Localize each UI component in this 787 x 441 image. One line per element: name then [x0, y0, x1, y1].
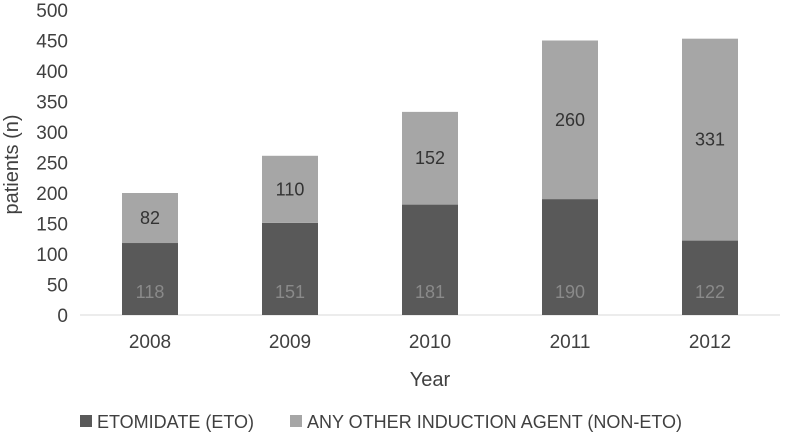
bar-segment-non-eto	[402, 111, 458, 205]
x-tick-label: 2008	[129, 332, 171, 353]
y-tick-label: 500	[36, 1, 68, 22]
data-label: 260	[555, 110, 585, 130]
y-tick-label: 250	[36, 154, 68, 175]
bar-segment-eto	[402, 204, 458, 315]
y-axis-ticks: 0 50 100 150 200 250 300 350 400 450 500	[36, 1, 68, 327]
legend-label: ETOMIDATE (ETO)	[97, 412, 254, 432]
legend-swatch	[80, 415, 92, 427]
bar-segment-non-eto	[682, 38, 738, 241]
y-tick-label: 150	[36, 215, 68, 236]
y-axis-title: patients (n)	[1, 114, 23, 214]
x-tick-label: 2011	[550, 332, 591, 353]
data-label: 151	[275, 282, 305, 302]
x-axis-ticks: 2008 2009 2010 2011 2012	[129, 332, 731, 353]
bar-segment-eto	[542, 199, 598, 315]
bar-segment-eto	[682, 240, 738, 315]
y-tick-label: 200	[36, 184, 68, 205]
legend-label: ANY OTHER INDUCTION AGENT (NON-ETO)	[307, 412, 682, 432]
legend-swatch	[290, 415, 302, 427]
y-tick-label: 400	[36, 62, 68, 83]
data-label: 110	[276, 179, 305, 199]
x-tick-label: 2009	[269, 332, 311, 353]
bar-segment-non-eto	[262, 155, 318, 223]
bar-segment-eto	[262, 222, 318, 315]
data-label: 152	[415, 148, 445, 168]
y-tick-label: 450	[36, 32, 68, 53]
y-tick-label: 0	[57, 306, 68, 327]
legend: ETOMIDATE (ETO) ANY OTHER INDUCTION AGENT…	[80, 412, 682, 432]
data-label: 181	[415, 282, 445, 302]
y-tick-label: 350	[36, 93, 68, 114]
data-label: 331	[695, 130, 725, 150]
x-tick-label: 2010	[409, 332, 451, 353]
bar-segment-non-eto	[122, 193, 178, 244]
data-label: 190	[555, 282, 585, 302]
bar-segment-non-eto	[542, 40, 598, 200]
x-axis-title: Year	[410, 369, 451, 391]
y-tick-label: 50	[47, 276, 68, 297]
y-tick-label: 300	[36, 123, 68, 144]
bar-segment-eto	[122, 243, 178, 315]
data-label: 118	[136, 282, 165, 302]
x-tick-label: 2012	[689, 332, 731, 353]
y-tick-label: 100	[36, 245, 68, 266]
data-label: 122	[695, 282, 725, 302]
bars: 118 82 151 110 181 152 190 260 122 331	[122, 38, 738, 315]
data-label: 82	[140, 208, 160, 228]
